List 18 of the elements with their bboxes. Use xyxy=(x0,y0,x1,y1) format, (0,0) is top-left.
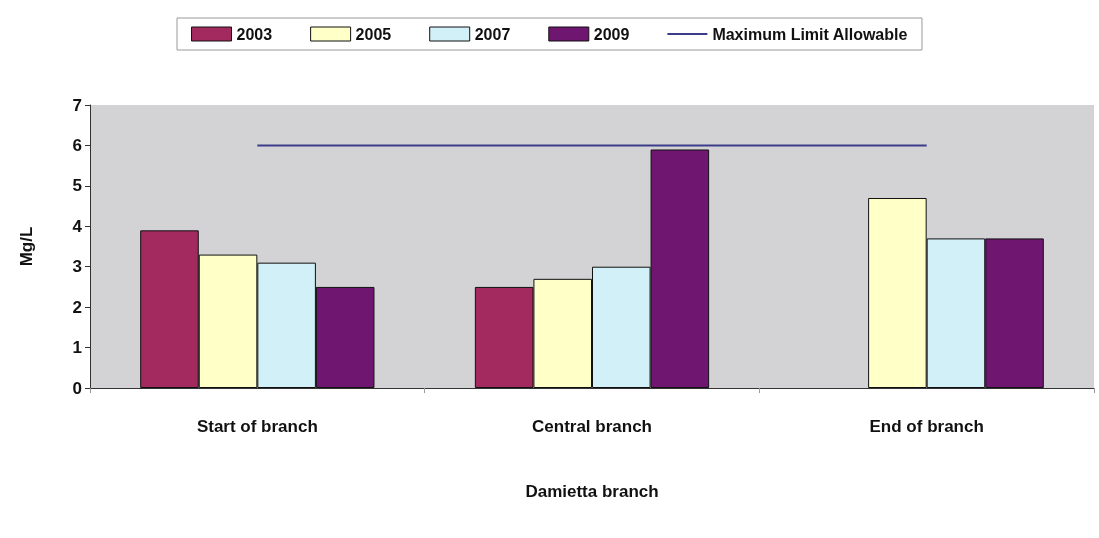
y-tick-label: 6 xyxy=(72,135,82,155)
y-axis-title: Mg/L xyxy=(17,226,36,267)
legend-label: 2005 xyxy=(355,25,392,43)
y-tick-label: 2 xyxy=(72,297,82,317)
y-tick-label: 0 xyxy=(72,378,82,398)
y-tick-label: 1 xyxy=(72,338,82,358)
y-tick-label: 4 xyxy=(72,216,83,236)
x-tick-label: Central branch xyxy=(532,417,652,436)
x-tick-label: Start of branch xyxy=(196,417,318,436)
x-tick-label: End of branch xyxy=(869,417,984,436)
legend-label: 2003 xyxy=(236,25,273,43)
y-tick-label: 7 xyxy=(72,95,82,115)
legend-label: 2007 xyxy=(474,25,511,43)
x-axis-title: Damietta branch xyxy=(525,482,659,501)
y-tick-label: 5 xyxy=(72,176,82,196)
legend-label: 2009 xyxy=(593,25,630,43)
y-tick-label: 3 xyxy=(72,257,82,277)
legend-label: Maximum Limit Allowable xyxy=(712,25,908,43)
